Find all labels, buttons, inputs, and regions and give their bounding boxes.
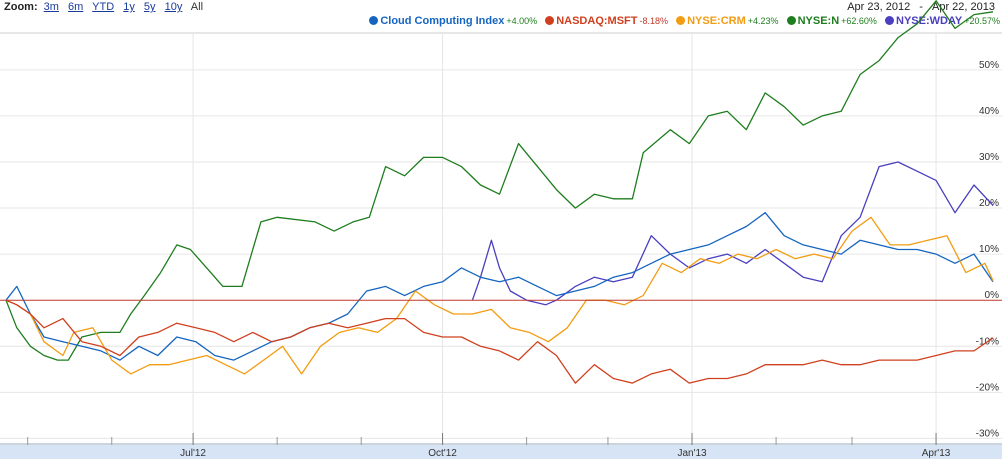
series-line-nyse-n[interactable] [5, 0, 994, 361]
zoom-10y-link[interactable]: 10y [164, 1, 183, 13]
legend-item-crm[interactable]: NYSE:CRM +4.23% [676, 15, 779, 27]
x-tick-label: Apr'13 [922, 448, 951, 459]
legend-change: +62.60% [841, 16, 877, 26]
zoom-1y-link[interactable]: 1y [123, 1, 135, 13]
legend-dot-icon [786, 16, 796, 25]
y-tick-label: 40% [979, 106, 999, 117]
zoom-6m-link[interactable]: 6m [68, 1, 84, 13]
y-tick-label: -30% [976, 428, 999, 439]
x-axis-band [0, 445, 1002, 459]
legend-change: +4.00% [506, 16, 538, 26]
y-tick-label: -20% [976, 382, 999, 393]
legend-name: Cloud Computing Index [380, 15, 505, 27]
legend-change: +4.23% [747, 16, 779, 26]
date-range-end: Apr 22, 2013 [932, 1, 995, 13]
y-tick-label: 50% [979, 60, 999, 71]
legend-item-n[interactable]: NYSE:N +62.60% [786, 15, 877, 27]
y-tick-label: 20% [979, 198, 999, 209]
series-line-nasdaq-msft[interactable] [5, 299, 994, 384]
legend-name: NYSE:WDAY [896, 15, 963, 27]
legend-item-wday[interactable]: NYSE:WDAY +20.57% [885, 15, 1000, 27]
series-line-nyse-crm[interactable] [5, 216, 994, 375]
legend-dot-icon [545, 16, 555, 25]
date-range-separator: - [919, 1, 923, 13]
legend-dot-icon [885, 16, 894, 25]
x-tick-label: Jul'12 [180, 448, 206, 459]
legend-item-cloud-index[interactable]: Cloud Computing Index +4.00% [369, 15, 537, 27]
x-tick-label: Oct'12 [428, 448, 457, 459]
y-tick-label: 0% [985, 290, 1000, 301]
legend-dot-icon [369, 16, 379, 25]
y-tick-label: 30% [979, 152, 999, 163]
legend-item-msft[interactable]: NASDAQ:MSFT -8.18% [545, 15, 668, 27]
legend-name: NYSE:N [797, 15, 840, 27]
legend-name: NASDAQ:MSFT [556, 15, 638, 27]
zoom-ytd-link[interactable]: YTD [92, 1, 115, 13]
zoom-5y-link[interactable]: 5y [143, 1, 156, 13]
chart-legend: Cloud Computing Index +4.00% NASDAQ:MSFT -… [364, 15, 1000, 27]
date-range-start: Apr 23, 2012 [847, 1, 911, 13]
zoom-label: Zoom: [4, 1, 38, 13]
zoom-all-link[interactable]: All [190, 1, 204, 13]
legend-dot-icon [676, 16, 686, 25]
date-range: Apr 23, 2012 - Apr 22, 2013 [844, 1, 998, 13]
legend-change: +20.57% [964, 16, 1000, 26]
zoom-3m-link[interactable]: 3m [43, 1, 59, 13]
zoom-bar: Zoom: 3m 6m YTD 1y 5y 10y All [4, 1, 209, 13]
series-line-cloud-computing-index[interactable] [5, 212, 994, 361]
x-tick-label: Jan'13 [677, 448, 707, 459]
y-tick-label: 10% [979, 244, 999, 255]
legend-change: -8.18% [639, 16, 669, 26]
legend-name: NYSE:CRM [687, 15, 746, 27]
